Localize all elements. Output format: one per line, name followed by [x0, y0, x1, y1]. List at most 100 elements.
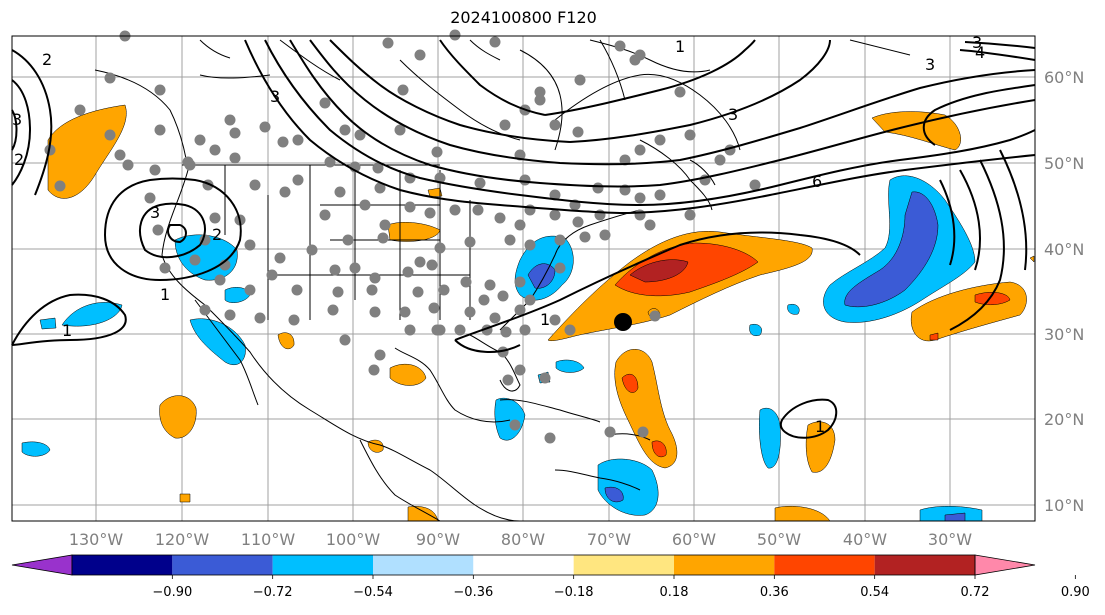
station-dot [549, 209, 561, 221]
contour-label: 1 [160, 285, 170, 304]
station-dot [497, 290, 509, 302]
station-dot [366, 284, 378, 296]
station-dot [464, 236, 476, 248]
station-dot [394, 124, 406, 136]
station-dot [377, 232, 389, 244]
colorbar-segment [573, 555, 674, 575]
contour-label: 2 [42, 50, 52, 69]
coastlines [94, 39, 911, 522]
station-dot [438, 284, 450, 296]
contour-label: 2 [14, 150, 24, 169]
station-dot [514, 276, 526, 288]
station-dot [464, 306, 476, 318]
shade-positive [159, 395, 197, 439]
station-dot [604, 426, 616, 438]
station-dot [489, 36, 501, 48]
shade-positive [805, 421, 836, 473]
colorbar-tick-label: 0.18 [660, 585, 689, 600]
station-dot [478, 294, 490, 306]
station-dot [274, 252, 286, 264]
station-dot [554, 262, 566, 274]
station-dot [534, 86, 546, 98]
colorbar-segment [774, 555, 875, 575]
shade-positive [651, 440, 667, 458]
station-dot [244, 284, 256, 296]
shade-positive [1029, 255, 1035, 263]
lon-label: 80°W [501, 530, 545, 549]
station-dot [369, 272, 381, 284]
station-dot [214, 274, 226, 286]
lat-label: 20°N [1044, 410, 1084, 429]
colorbar-segment [172, 555, 273, 575]
station-dot [339, 334, 351, 346]
station-dot [649, 310, 661, 322]
station-dot [277, 136, 289, 148]
station-dot [402, 266, 414, 278]
station-dot [539, 372, 551, 384]
contour-label: 1 [815, 417, 825, 436]
lon-label: 90°W [416, 530, 460, 549]
shade-negative [61, 302, 123, 327]
station-dot [599, 229, 611, 241]
shade-positive [179, 493, 191, 503]
station-dot [372, 162, 384, 174]
station-dot [332, 286, 344, 298]
station-dot [572, 216, 584, 228]
station-dot [499, 119, 511, 131]
station-dot [684, 209, 696, 221]
station-dot [254, 312, 266, 324]
station-dot [412, 286, 424, 298]
station-dot [460, 276, 472, 288]
station-dot [714, 154, 726, 166]
contour-label: 1 [675, 37, 685, 56]
shade-positive [614, 242, 759, 297]
lon-label: 30°W [928, 530, 972, 549]
contour-label: 3 [12, 110, 22, 129]
contour-label: 3 [150, 203, 160, 222]
lon-label: 120°W [155, 530, 210, 549]
shade-negative [39, 317, 57, 330]
station-dot [154, 84, 166, 96]
station-dot [244, 239, 256, 251]
lon-label: 110°W [241, 530, 296, 549]
contour-label: 3 [728, 105, 738, 124]
station-dot [484, 279, 496, 291]
station-dot [104, 129, 116, 141]
latitude-labels: 60°N 50°N 40°N 30°N 20°N 10°N [1044, 68, 1084, 515]
station-dot [122, 159, 134, 171]
station-dot [342, 234, 354, 246]
station-dot [288, 314, 300, 326]
shade-positive [929, 332, 939, 341]
colorbar-extend-low [11, 554, 73, 576]
contour-label: 3 [972, 33, 982, 52]
station-dot [379, 219, 391, 231]
shade-positive [629, 259, 689, 283]
station-dot [434, 172, 446, 184]
station-dot [359, 199, 371, 211]
station-dot [382, 37, 394, 49]
station-dot [404, 324, 416, 336]
station-dot [397, 84, 409, 96]
station-dot [229, 152, 241, 164]
lon-label: 70°W [587, 530, 631, 549]
station-dot [489, 312, 501, 324]
station-dot [374, 182, 386, 194]
station-dot [189, 254, 201, 266]
station-dot [431, 324, 443, 336]
lon-label: 60°W [672, 530, 716, 549]
anomaly-shading [21, 104, 1035, 522]
contour-label: 3 [925, 55, 935, 74]
station-dot [514, 304, 526, 316]
station-dot [431, 146, 443, 158]
shade-negative [759, 407, 781, 469]
station-dot [319, 209, 331, 221]
station-dot [472, 204, 484, 216]
station-dot [229, 127, 241, 139]
station-dot [152, 224, 164, 236]
lon-label: 100°W [326, 530, 381, 549]
colorbar-tick-label: 0.72 [961, 585, 990, 600]
station-dot [592, 182, 604, 194]
shade-positive [47, 104, 127, 199]
station-dot [259, 121, 271, 133]
station-dot [494, 212, 506, 224]
